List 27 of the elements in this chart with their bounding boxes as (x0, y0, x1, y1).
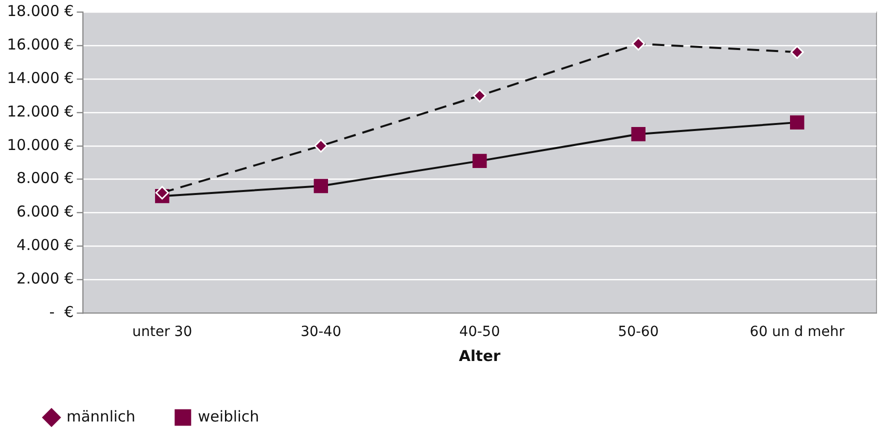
y-tick-label: 12.000 € (7, 102, 74, 120)
legend-label: weiblich (198, 407, 260, 426)
y-tick-label: - € (49, 303, 74, 322)
x-tick-label: unter 30 (132, 324, 192, 340)
y-tick-label: 14.000 € (7, 68, 74, 87)
x-tick-label: 30-40 (300, 324, 342, 340)
point (631, 127, 646, 142)
x-tick-label: 40-50 (459, 324, 500, 340)
point (472, 88, 486, 102)
y-tick-label: 10.000 € (7, 136, 74, 154)
point (155, 186, 169, 200)
y-tick-label: 8.000 € (16, 169, 74, 188)
y-tick-label: 4.000 € (16, 236, 74, 254)
point (314, 178, 328, 194)
x-tick-label: 50-60 (618, 324, 659, 340)
legend-label: männlich (66, 407, 136, 426)
y-tick-label: 6.000 € (16, 202, 74, 221)
x-axis-title: Alter (458, 346, 501, 365)
y-tick-label: 2.000 € (16, 270, 74, 288)
y-tick-label: 16.000 € (7, 35, 74, 54)
point (790, 45, 804, 59)
point (314, 139, 328, 153)
point (632, 37, 646, 51)
point (790, 115, 804, 130)
x-tick-label: 60 un d mehr (750, 324, 845, 340)
y-tick-label: 18.000 € (7, 2, 74, 20)
point (472, 154, 487, 168)
